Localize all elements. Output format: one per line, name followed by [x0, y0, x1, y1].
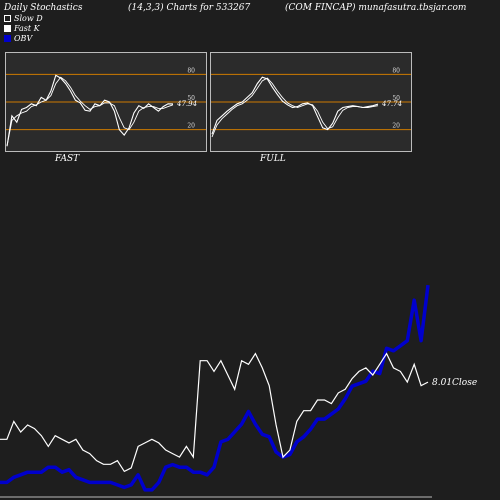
fast-panel-label: FAST: [55, 154, 80, 164]
chart-title: Daily Stochastics: [4, 3, 83, 13]
legend-obv: OBV: [4, 34, 32, 43]
full-panel-label: FULL: [260, 154, 286, 164]
full-tick-50: 50: [392, 95, 400, 102]
close-line: [0, 352, 429, 473]
obv-line: [0, 284, 430, 492]
chart-source: (COM FINCAP) munafasutra.tbsjar.com: [285, 3, 467, 13]
fast-slow-d-line: [6, 76, 174, 147]
fast-k-swatch: [4, 25, 11, 32]
fast-stochastic-panel: 20 50 80 47.94: [5, 52, 207, 152]
full-stochastic-panel: 20 50 80 47.74: [210, 52, 412, 152]
obv-swatch: [4, 35, 11, 42]
full-tick-80: 80: [392, 67, 400, 74]
full-last-value: 47.74: [381, 100, 402, 108]
fast-tick-50: 50: [187, 95, 195, 102]
close-last-value: 8.01Close: [432, 378, 477, 388]
obv-close-panel: 8.01Close: [0, 284, 477, 498]
full-full-d-line: [211, 77, 379, 138]
legend-obv-label: OBV: [14, 34, 33, 43]
legend-fast-k: Fast K: [4, 24, 40, 33]
slow-d-swatch: [4, 15, 11, 22]
legend-slow-d: Slow D: [4, 14, 43, 23]
fast-last-value: 47.94: [176, 100, 197, 108]
legend-fast-k-label: Fast K: [14, 24, 40, 33]
fast-tick-80: 80: [187, 67, 195, 74]
legend-slow-d-label: Slow D: [14, 14, 43, 23]
chart-params: (14,3,3) Charts for 533267: [128, 3, 251, 13]
full-tick-20: 20: [392, 123, 400, 130]
fast-tick-20: 20: [187, 123, 195, 130]
